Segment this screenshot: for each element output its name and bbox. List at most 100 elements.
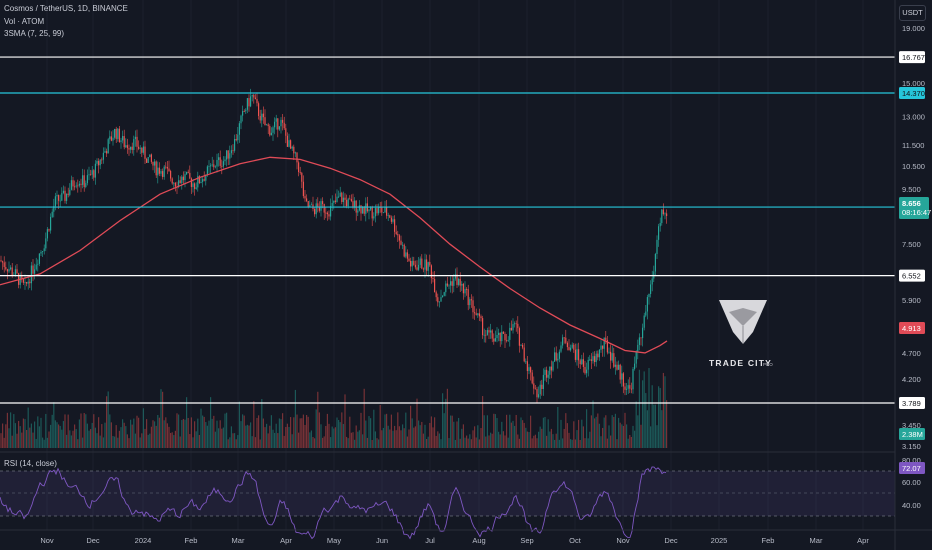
volume-bar <box>198 434 200 448</box>
volume-bar <box>501 421 503 448</box>
volume-bar <box>658 386 660 448</box>
volume-bar <box>574 439 576 448</box>
volume-bar <box>402 424 404 448</box>
candle-body <box>101 159 103 161</box>
volume-bar <box>573 421 575 448</box>
candle-body <box>58 195 60 201</box>
volume-bar <box>541 428 543 448</box>
candle-body <box>531 372 533 384</box>
candle-body <box>64 190 66 201</box>
price-tick-label: 10.500 <box>902 162 925 171</box>
volume-bar <box>162 391 164 448</box>
volume-bar <box>187 417 189 448</box>
candle-body <box>184 174 186 181</box>
candle-body <box>443 292 445 296</box>
time-axis-label: 2024 <box>135 536 152 545</box>
candle-body <box>264 117 266 126</box>
volume-bar <box>88 430 90 448</box>
volume-bar <box>275 423 277 448</box>
volume-bar <box>608 425 610 448</box>
candle-body <box>51 211 53 217</box>
candle-body <box>581 359 583 365</box>
candle-body <box>16 269 18 274</box>
level-badge <box>899 269 925 282</box>
volume-bar <box>224 413 226 448</box>
volume-bar <box>568 432 570 448</box>
volume-bar <box>459 438 461 448</box>
volume-bar <box>666 400 668 448</box>
candle-body <box>19 275 21 285</box>
volume-bar <box>547 419 549 448</box>
volume-bar <box>322 437 324 448</box>
volume-bar <box>512 420 514 448</box>
symbol-title[interactable]: Cosmos / TetherUS, 1D, BINANCE <box>4 4 128 13</box>
volume-bar <box>411 418 413 448</box>
volume-bar <box>400 430 402 448</box>
candle-body <box>470 299 472 301</box>
candle-body <box>26 282 28 284</box>
volume-bar <box>584 438 586 448</box>
candle-body <box>472 300 474 313</box>
candle-body <box>477 313 479 315</box>
candle-body <box>258 103 260 116</box>
candle-body <box>165 166 167 168</box>
volume-bar <box>181 420 183 448</box>
candle-body <box>475 313 477 315</box>
volume-bar <box>208 420 210 448</box>
candle-body <box>562 337 564 346</box>
candle-body <box>69 189 71 195</box>
volume-bar <box>362 434 364 448</box>
candle-body <box>154 161 156 166</box>
candle-body <box>640 337 642 339</box>
volume-bar <box>485 436 487 448</box>
volume-bar <box>54 420 56 448</box>
currency-button[interactable]: USDT <box>899 5 926 21</box>
volume-bar <box>138 417 140 448</box>
candle-body <box>173 182 175 184</box>
candle-body <box>408 258 410 261</box>
candle-body <box>222 161 224 167</box>
volume-bar <box>22 418 24 448</box>
volume-bar <box>46 437 48 448</box>
candle-body <box>410 260 412 267</box>
volume-bar <box>477 425 479 448</box>
candle-body <box>462 283 464 294</box>
candle-body <box>339 192 341 197</box>
candle-body <box>326 212 328 215</box>
volume-bar <box>66 434 68 448</box>
volume-bar <box>387 425 389 448</box>
volume-bar <box>454 439 456 448</box>
candle-countdown: 08:16:47 <box>902 208 931 217</box>
rsi-line <box>0 466 667 540</box>
rsi-legend[interactable]: RSI (14, close) <box>4 459 57 468</box>
volume-legend[interactable]: Vol · ATOM <box>4 17 45 26</box>
candle-body <box>226 150 228 160</box>
volume-bar <box>182 418 184 448</box>
volume-bar <box>78 419 80 448</box>
price-tick-label: 13.000 <box>902 112 925 121</box>
time-axis-label: Jul <box>425 536 435 545</box>
candle-body <box>234 139 236 151</box>
volume-value-badge: 2.38M <box>899 428 925 440</box>
candle-body <box>195 187 197 189</box>
candle-body <box>504 333 506 341</box>
volume-bar <box>475 437 477 448</box>
last-price-value: 8.656 <box>902 199 921 208</box>
time-axis[interactable]: Nov Dec 2024 Feb Mar Apr May Jun Jul Aug Sep Oct Nov… <box>40 536 869 545</box>
candle-body <box>238 123 240 135</box>
volume-bar <box>538 431 540 448</box>
candle-body <box>578 349 580 361</box>
candle-body <box>146 158 148 163</box>
volume-bar <box>344 394 346 448</box>
volume-bar <box>382 427 384 448</box>
candle-body <box>382 212 384 214</box>
volume-bar <box>594 418 596 448</box>
time-axis-label: Nov <box>616 536 630 545</box>
candle-body <box>205 175 207 181</box>
volume-bar <box>125 426 127 448</box>
volume-bar <box>192 437 194 448</box>
volume-bar <box>646 410 648 448</box>
candle-body <box>454 274 456 279</box>
sma-legend[interactable]: 3SMA (7, 25, 99) <box>4 29 65 38</box>
